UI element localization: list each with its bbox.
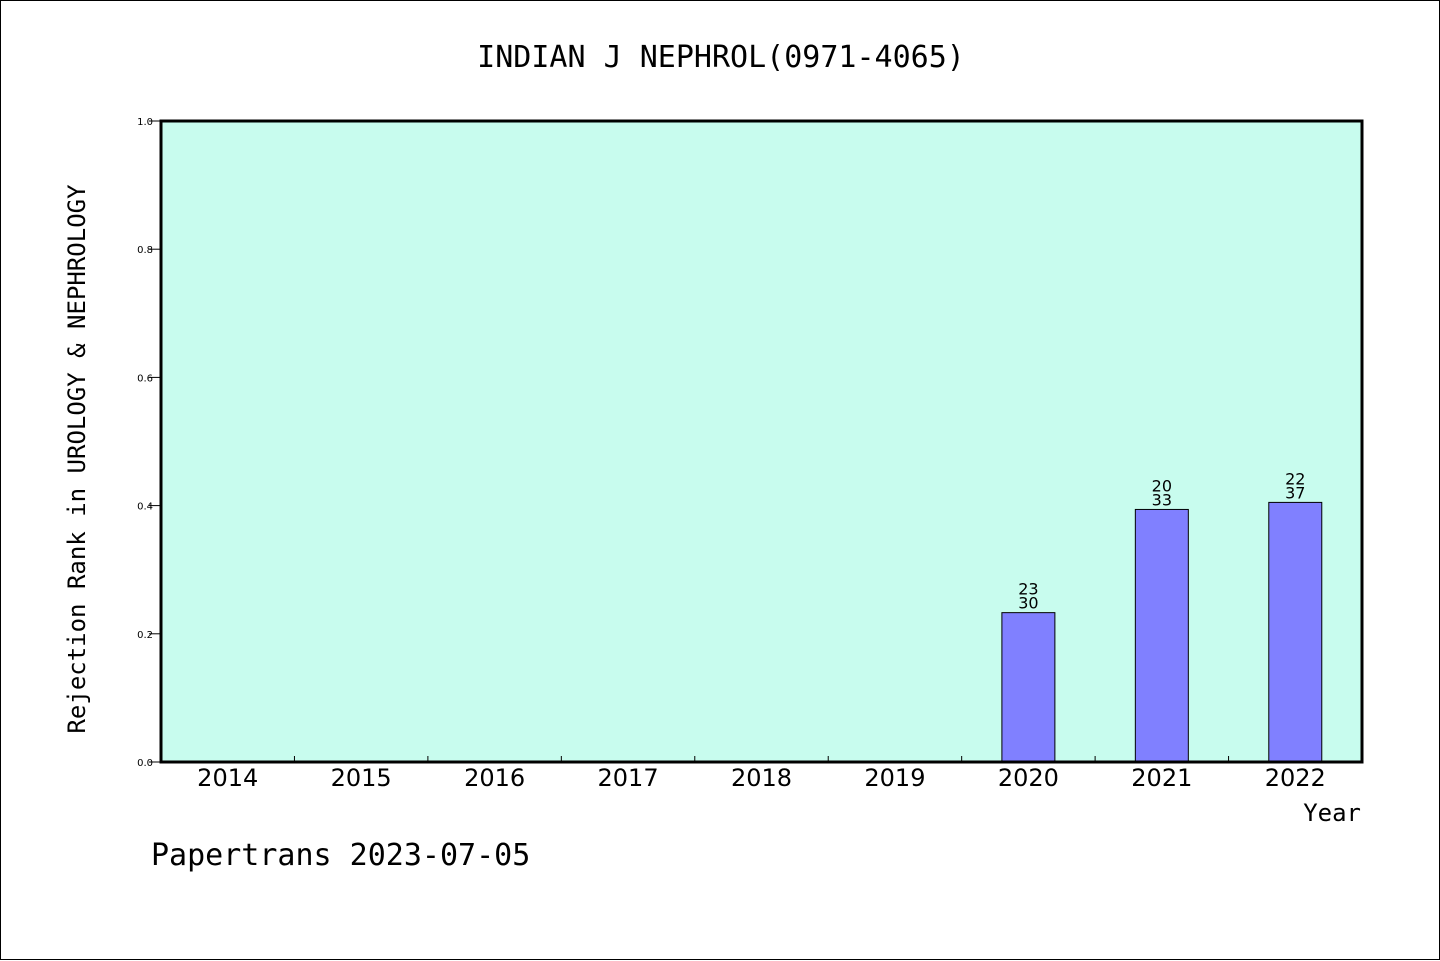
- bar-label-top-2020: 23: [1018, 580, 1038, 599]
- x-tick-label-2016: 2016: [464, 764, 525, 792]
- footer-credit: Papertrans 2023-07-05: [151, 838, 530, 873]
- bar-label-top-2021: 20: [1152, 476, 1172, 495]
- y-tick-label-0.0: 0.0: [137, 758, 153, 769]
- bar-label-bottom-2021: 33: [1152, 490, 1172, 509]
- x-tick-label-2020: 2020: [998, 764, 1059, 792]
- y-axis-label: Rejection Rank in UROLOGY & NEPHROLOGY: [63, 184, 91, 734]
- x-tick-label-2015: 2015: [331, 764, 392, 792]
- x-tick-label-2014: 2014: [197, 764, 258, 792]
- y-tick-label-0.2: 0.2: [137, 630, 153, 641]
- bar-2021: [1134, 508, 1189, 763]
- x-tick-label-2018: 2018: [731, 764, 792, 792]
- x-tick-label-2022: 2022: [1265, 764, 1326, 792]
- x-tick-label-2019: 2019: [864, 764, 925, 792]
- x-tick-label-2021: 2021: [1131, 764, 1192, 792]
- bar-label-bottom-2022: 37: [1285, 483, 1305, 502]
- y-tick-label-1.0: 1.0: [137, 117, 153, 128]
- x-tick-label-2017: 2017: [598, 764, 659, 792]
- y-tick-label-0.4: 0.4: [137, 502, 153, 513]
- bar-2020: [1001, 612, 1056, 763]
- x-axis-label: Year: [1303, 799, 1361, 827]
- y-tick-label-0.6: 0.6: [137, 373, 153, 384]
- chart-title: INDIAN J NEPHROL(0971-4065): [477, 40, 965, 75]
- bar-label-top-2022: 22: [1285, 469, 1305, 488]
- bar-label-bottom-2020: 30: [1018, 594, 1038, 613]
- y-tick-label-0.8: 0.8: [137, 245, 153, 256]
- bar-2022: [1268, 501, 1323, 763]
- plot-frame: [159, 119, 1364, 764]
- axes-layer: 0.0 0.2 0.4 0.6 0.8 1.0 2014 2015 2016 2017 2018 20…: [137, 117, 1364, 792]
